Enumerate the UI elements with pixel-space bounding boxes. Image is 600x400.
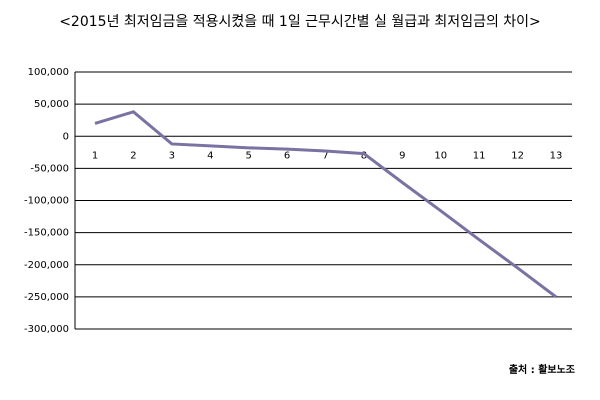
y-tick-label: -300,000 [24,324,69,335]
chart-title: <2015년 최저임금을 적용시켰을 때 1일 근무시간별 실 월급과 최저임금… [59,14,541,30]
x-tick-label: 3 [169,150,175,161]
source: 출처 : 활보노조 [509,363,575,376]
x-tick-label: 9 [399,150,405,161]
y-tick-label: 100,000 [28,67,69,78]
x-tick-label: 12 [511,150,524,161]
x-tick-label: 1 [92,150,98,161]
x-tick-label: 5 [245,150,251,161]
x-tick-label: 6 [284,150,290,161]
x-tick-label: 11 [473,150,486,161]
y-tick-label: 0 [63,131,69,142]
x-tick-label: 13 [550,150,563,161]
x-tick-label: 7 [322,150,328,161]
x-tick-label: 2 [130,150,136,161]
x-tick-label: 10 [434,150,447,161]
y-tick-label: -50,000 [30,163,69,174]
line-series [94,110,557,299]
y-tick-label: -150,000 [24,228,69,239]
x-tick-label: 8 [361,150,367,161]
y-tick-label: -200,000 [24,260,69,271]
x-tick-label: 4 [207,150,213,161]
y-tick-label: -250,000 [24,292,69,303]
y-tick-label: -100,000 [24,196,69,207]
y-tick-label: 50,000 [34,99,69,110]
